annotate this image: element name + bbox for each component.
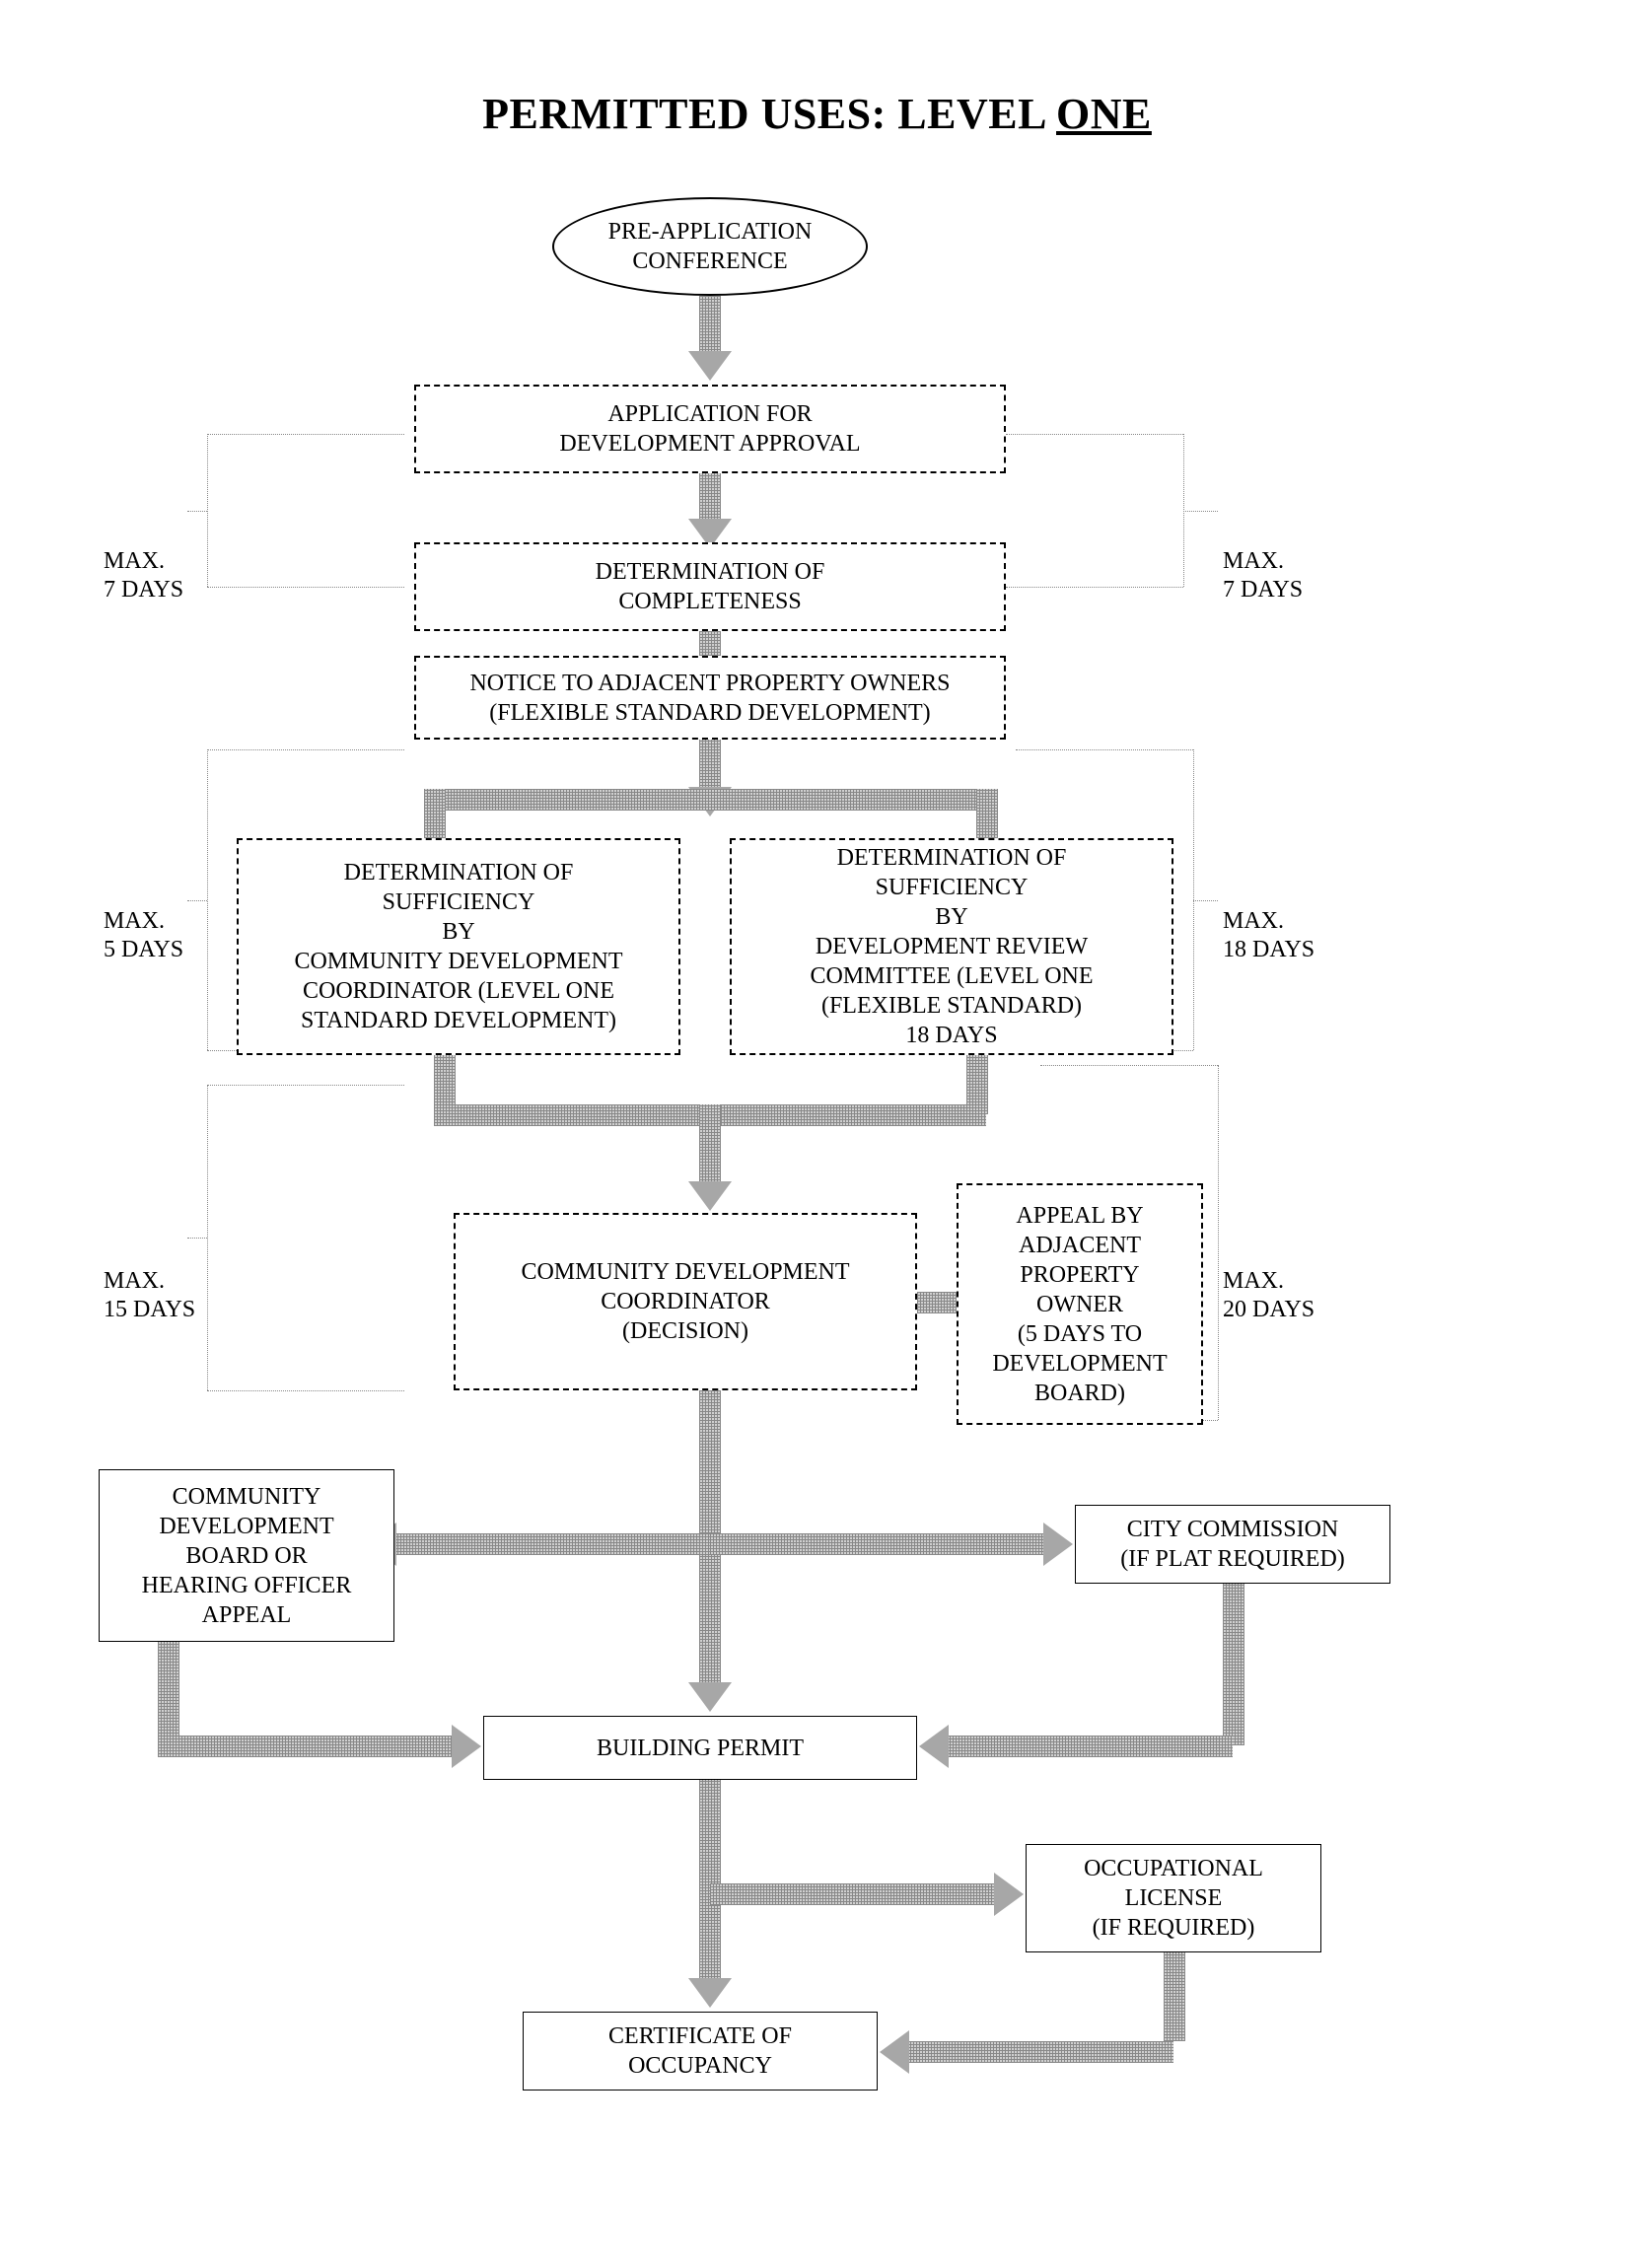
arrowhead-icon [688,1978,732,2008]
node-cert_occ: CERTIFICATE OF OCCUPANCY [523,2012,878,2091]
connector [699,1780,721,1980]
arrowhead-icon [1043,1523,1073,1566]
node-suff_drc: DETERMINATION OF SUFFICIENCY BY DEVELOPM… [730,838,1173,1055]
timing-bracket [1218,1065,1219,1420]
title-level: ONE [1056,90,1152,138]
node-preapp: PRE-APPLICATION CONFERENCE [552,197,868,296]
arrowhead-icon [994,1873,1024,1916]
node-label: DETERMINATION OF SUFFICIENCY BY DEVELOPM… [810,843,1093,1050]
timing-bracket [1006,587,1183,588]
timing-bracket [207,434,208,587]
timing-label: MAX. 7 DAYS [1223,547,1303,604]
connector [424,789,446,838]
arrowhead-icon [452,1725,481,1768]
timing-label: MAX. 20 DAYS [1223,1267,1314,1324]
connector [424,789,996,811]
node-city_comm: CITY COMMISSION (IF PLAT REQUIRED) [1075,1505,1390,1584]
timing-bracket [1183,511,1218,512]
node-label: APPEAL BY ADJACENT PROPERTY OWNER (5 DAY… [992,1201,1167,1408]
node-label: CERTIFICATE OF OCCUPANCY [608,2021,792,2081]
node-label: COMMUNITY DEVELOPMENT COORDINATOR (DECIS… [521,1257,849,1346]
connector [158,1642,179,1745]
node-label: OCCUPATIONAL LICENSE (IF REQUIRED) [1084,1854,1263,1943]
connector [976,789,998,838]
node-occ_license: OCCUPATIONAL LICENSE (IF REQUIRED) [1026,1844,1321,1952]
node-permit: BUILDING PERMIT [483,1716,917,1780]
node-label: NOTICE TO ADJACENT PROPERTY OWNERS (FLEX… [469,669,950,728]
node-label: BUILDING PERMIT [597,1734,804,1763]
node-label: PRE-APPLICATION CONFERENCE [608,217,813,276]
timing-bracket [1016,749,1193,750]
connector [917,1292,957,1313]
node-suff_cdc: DETERMINATION OF SUFFICIENCY BY COMMUNIT… [237,838,680,1055]
node-label: CITY COMMISSION (IF PLAT REQUIRED) [1120,1515,1345,1574]
timing-label: MAX. 7 DAYS [104,547,183,604]
timing-bracket [207,587,404,588]
node-label: APPLICATION FOR DEVELOPMENT APPROVAL [559,399,860,459]
connector [699,473,721,521]
timing-bracket [207,1085,208,1390]
node-cdb_appeal: COMMUNITY DEVELOPMENT BOARD OR HEARING O… [99,1469,394,1642]
node-label: COMMUNITY DEVELOPMENT BOARD OR HEARING O… [142,1482,352,1630]
node-appeal_owner: APPEAL BY ADJACENT PROPERTY OWNER (5 DAY… [957,1183,1203,1425]
page-title: PERMITTED USES: LEVEL ONE [0,89,1634,139]
timing-bracket [207,434,404,435]
timing-bracket [187,1238,207,1239]
timing-label: MAX. 5 DAYS [104,907,183,964]
flowchart-canvas: PERMITTED USES: LEVEL ONE PRE-APPLICATIO… [0,0,1634,2268]
connector [699,631,721,656]
connector [394,1533,710,1555]
connector [1164,1952,1185,2041]
connector [947,1736,1233,1757]
connector [158,1736,454,1757]
node-decision: COMMUNITY DEVELOPMENT COORDINATOR (DECIS… [454,1213,917,1390]
connector [699,740,721,789]
timing-label: MAX. 18 DAYS [1223,907,1314,964]
timing-label: MAX. 15 DAYS [104,1267,195,1324]
arrowhead-icon [688,1181,732,1211]
timing-bracket [207,749,404,750]
connector [710,1883,996,1905]
timing-bracket [207,749,208,1050]
node-notice: NOTICE TO ADJACENT PROPERTY OWNERS (FLEX… [414,656,1006,740]
connector [699,1104,721,1183]
timing-bracket [207,1085,404,1086]
node-label: DETERMINATION OF COMPLETENESS [596,557,825,616]
node-completeness: DETERMINATION OF COMPLETENESS [414,542,1006,631]
connector [907,2041,1173,2063]
timing-bracket [1006,434,1183,435]
timing-bracket [1193,900,1218,901]
arrowhead-icon [688,1682,732,1712]
timing-bracket [187,900,207,901]
connector [710,1533,1045,1555]
connector [699,296,721,353]
timing-bracket [187,511,207,512]
node-application: APPLICATION FOR DEVELOPMENT APPROVAL [414,385,1006,473]
arrowhead-icon [688,351,732,381]
timing-bracket [207,1390,404,1391]
arrowhead-icon [919,1725,949,1768]
connector [1223,1584,1244,1745]
title-prefix: PERMITTED USES: LEVEL [482,90,1056,138]
arrowhead-icon [880,2030,909,2074]
timing-bracket [1040,1065,1218,1066]
node-label: DETERMINATION OF SUFFICIENCY BY COMMUNIT… [294,858,622,1035]
